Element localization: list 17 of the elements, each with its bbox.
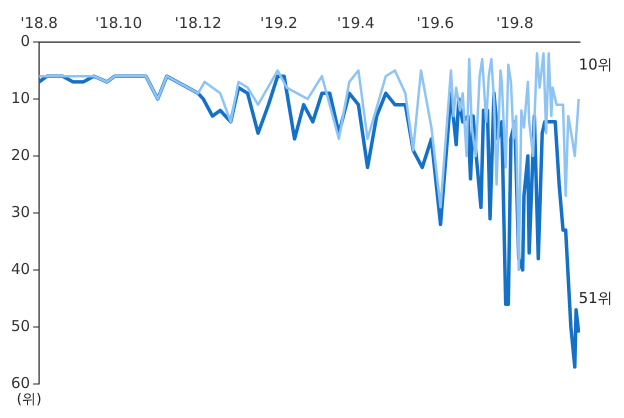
y-tick-label: 30 [10, 202, 30, 221]
y-tick-label: 0 [20, 32, 30, 50]
y-tick-label: 40 [10, 260, 30, 278]
x-tick-label: '18.8 [20, 14, 58, 32]
y-tick-label: 20 [10, 146, 30, 164]
x-tick-label: '18.12 [174, 14, 222, 32]
y-tick-label: 60 [10, 374, 30, 392]
x-tick-label: '19.4 [337, 14, 375, 32]
annotation: 10위 [578, 55, 613, 74]
x-tick-label: '19.8 [496, 14, 534, 32]
x-tick-label: '19.6 [416, 14, 454, 32]
y-tick-label: 10 [10, 88, 30, 107]
y-axis-title: (위) [16, 392, 42, 408]
x-tick-label: '19.2 [260, 14, 298, 32]
annotation: 51위 [578, 289, 613, 308]
x-tick-label: '18.10 [95, 14, 142, 32]
y-tick-label: 50 [10, 316, 30, 335]
